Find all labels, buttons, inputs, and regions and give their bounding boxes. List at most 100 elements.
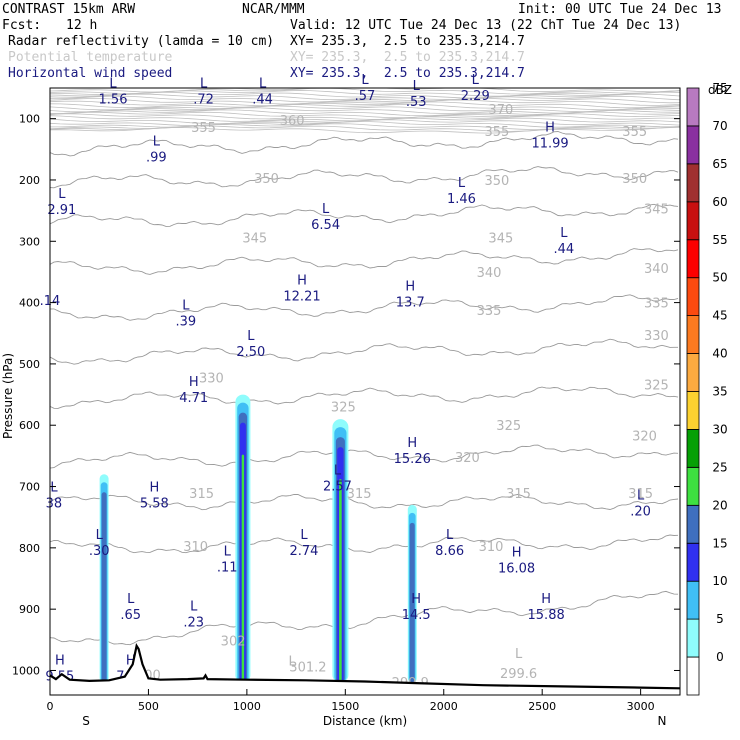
- theta-contour-upper: [50, 119, 680, 126]
- theta-label: 310: [183, 540, 208, 555]
- wind-extremum-value: 15.88: [528, 608, 565, 623]
- y-tick-label: 700: [19, 481, 40, 494]
- colorbar-swatch: [686, 391, 700, 430]
- wind-extremum-type: L: [637, 489, 645, 504]
- y-tick-label: 500: [19, 358, 40, 371]
- field-name-reflectivity: Radar reflectivity (lamda = 10 cm): [8, 34, 275, 49]
- wind-extremum-type: L: [127, 592, 135, 607]
- y-tick-label: 800: [19, 542, 40, 555]
- colorbar-swatch: [686, 353, 700, 392]
- wind-extremum-value: 8.66: [435, 544, 464, 559]
- theta-label: 302: [221, 634, 246, 649]
- theta-contour: [50, 493, 679, 511]
- wind-extremum-type: H: [512, 546, 522, 561]
- y-axis-label: Pressure (hPa): [1, 353, 15, 439]
- wind-extremum-value: .39: [176, 314, 197, 329]
- wind-extremum-value: 2.91: [47, 203, 76, 218]
- theta-contour: [50, 338, 678, 365]
- theta-label: 320: [632, 430, 657, 445]
- wind-extremum-type: L: [446, 528, 454, 543]
- colorbar-swatch: [686, 504, 700, 544]
- wind-extremum-value: 1.56: [99, 92, 128, 107]
- theta-label: 355: [191, 121, 216, 136]
- x-axis-label: Distance (km): [323, 714, 407, 728]
- endpoint-north: N: [658, 714, 667, 728]
- theta-contour: [50, 386, 679, 409]
- theta-contour: [50, 166, 679, 189]
- plot-frame: [49, 87, 681, 696]
- theta-label: 345: [242, 232, 267, 247]
- wind-extremum-value: 2.57: [323, 479, 352, 494]
- theta-label: 315: [189, 487, 214, 502]
- theta-label: 315: [628, 487, 653, 502]
- theta-label: 325: [496, 419, 521, 434]
- endpoint-south: S: [82, 714, 90, 728]
- theta-contour: [50, 444, 679, 469]
- x-tick-label: 1500: [331, 700, 359, 713]
- y-tick-label: 1000: [12, 664, 40, 677]
- theta-label: 315: [347, 487, 372, 502]
- terrain-fill: [50, 645, 680, 695]
- theta-contour-upper: [50, 105, 680, 113]
- theta-label: 335: [644, 297, 669, 312]
- y-tick-label: 300: [19, 235, 40, 248]
- theta-contour: [50, 131, 679, 157]
- theta-label: 325: [331, 401, 356, 416]
- plot-background: [50, 88, 680, 695]
- wind-extremum-value: .72: [193, 92, 214, 107]
- wind-extremum-type: L: [300, 528, 308, 543]
- colorbar-unit: dBZ: [708, 83, 732, 97]
- colorbar-label: 20: [712, 498, 727, 512]
- wind-extremum-value: 38: [46, 497, 63, 512]
- theta-label: 355: [484, 125, 509, 140]
- field-name-wind: Horizontal wind speed: [8, 66, 173, 81]
- x-tick-label: 1000: [233, 700, 261, 713]
- wind-extremum-type: H: [297, 273, 307, 288]
- colorbar-swatch: [686, 87, 700, 127]
- wind-extremum-type: L: [190, 599, 198, 614]
- colorbar-label: 10: [712, 574, 727, 588]
- wind-extremum-type: H: [126, 653, 136, 668]
- upper-theta-band: [50, 88, 680, 134]
- y-tick-label: 200: [19, 174, 40, 187]
- wind-extremum-type: L: [200, 76, 208, 91]
- theta-label: 301.2: [289, 661, 326, 676]
- wind-extremum-type: L: [247, 329, 255, 344]
- field-xy-wind: XY= 235.3, 2.5 to 235.3,214.7: [290, 66, 525, 81]
- wind-extremum-type: L: [96, 528, 104, 543]
- wind-extremum-value: 14.5: [402, 608, 431, 623]
- colorbar-label: 65: [712, 157, 727, 171]
- theta-contour-upper: [50, 113, 680, 120]
- theta-label: 360: [280, 114, 305, 129]
- wind-extremum-type: H: [411, 592, 421, 607]
- theta-label: 350: [254, 172, 279, 187]
- init-time: Init: 00 UTC Tue 24 Dec 13: [518, 2, 722, 17]
- wind-extremum-value: .99: [146, 151, 167, 166]
- wind-extremum-value: 4.71: [179, 391, 208, 406]
- wind-extremum-value: 6.54: [311, 218, 340, 233]
- wind-labels: L1.56L.72L.44L.57L.53L2.29H11.99L.99L2.9…: [40, 73, 651, 685]
- wind-extremum-value: 16.08: [498, 562, 535, 577]
- theta-contour: [50, 294, 679, 321]
- x-tick-label: 500: [138, 700, 159, 713]
- valid-time: Valid: 12 UTC Tue 24 Dec 13 (22 ChT Tue …: [290, 18, 682, 33]
- field-xy-theta: XY= 235.3, 2.5 to 235.3,214.7: [290, 50, 525, 65]
- wind-extremum-type: L: [413, 79, 421, 94]
- wind-extremum-value: .11: [217, 560, 238, 575]
- reflectivity-cell: [409, 522, 415, 683]
- model-title: CONTRAST 15km ARW: [2, 2, 136, 17]
- wind-extremum-value: .23: [183, 615, 204, 630]
- colorbar-label: 60: [712, 195, 727, 209]
- wind-extremum-value: .65: [120, 608, 141, 623]
- terrain: [50, 643, 680, 695]
- wind-extremum-type: H: [407, 436, 417, 451]
- theta-contour-upper: [50, 121, 680, 128]
- fcst-value: 12 h: [66, 18, 98, 33]
- reflectivity-cell: [339, 479, 342, 683]
- colorbar-label: 75: [712, 81, 727, 95]
- theta-label: 350: [484, 174, 509, 189]
- theta-labels: 360 370 355 355 355 350 350 350 345 345 345 340 340 3…: [136, 103, 669, 691]
- colorbar-swatch: [686, 580, 700, 620]
- colorbar-label: 25: [712, 460, 727, 474]
